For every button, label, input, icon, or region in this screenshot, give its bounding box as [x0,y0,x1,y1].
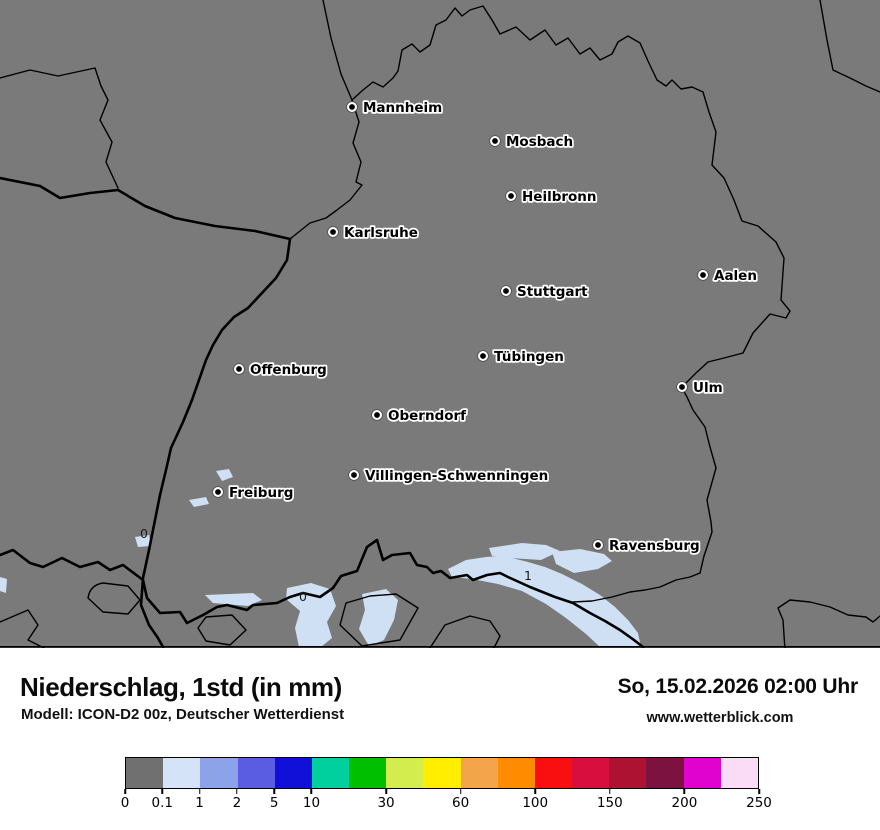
city-marker: Freiburg [212,483,295,502]
city-marker: Karlsruhe [327,223,420,243]
legend-tick-label: 60 [452,795,470,811]
city-marker: Mannheim [346,98,444,118]
city-dot [215,489,221,495]
city-markers: Mannheim Mosbach Heilbronn Karlsruhe Stuttga… [212,98,759,555]
legend-color-segment [126,758,164,788]
info-panel: Niederschlag, 1std (in mm) Modell: ICON-… [0,648,880,830]
legend-tick-mark [310,789,313,794]
city-label: Mannheim [363,100,442,116]
legend-tick-mark [198,789,201,794]
legend-color-segment [386,758,424,788]
legend-color-segment [572,758,610,788]
city-label: Heilbronn [522,189,597,205]
precipitation-patches [0,469,641,647]
city-marker: Oberndorf [371,406,468,425]
legend-color-segment [534,758,573,788]
city-label: Aalen [714,268,757,284]
legend-color-segment [349,758,387,788]
legend-tick-label: 2 [232,795,242,811]
legend-tick-mark [273,789,275,794]
city-dot [679,384,685,390]
legend-color-segment [460,758,498,788]
contour-labels: 0 0 1 [140,526,532,604]
legend-color-segment [163,758,201,788]
city-dot [700,272,706,278]
legend-tick-label: 30 [377,795,395,811]
city-label: Villingen-Schwenningen [365,468,548,484]
city-dot [480,353,486,359]
legend-tick-mark [236,789,238,794]
legend-tick-label: 0 [120,795,130,811]
legend-tick-mark [161,789,164,794]
legend-color-segment [274,758,312,788]
colorbar-ticks: 0 0.1 1 2 5 10 30 60 100 150 200 250 [121,789,772,819]
city-label: Ulm [693,380,723,396]
city-marker: Tübingen [477,347,566,366]
city-marker: Stuttgart [500,282,590,301]
map-title: Niederschlag, 1std (in mm) [20,672,342,702]
legend-tick-label: 10 [302,795,321,811]
legend-color-segment [609,758,647,788]
city-dot [236,366,242,372]
legend-tick-mark [534,789,536,794]
legend-color-segment [646,758,684,788]
city-dot [374,412,380,418]
legend-color-segment [720,758,758,788]
city-dot [503,288,509,294]
city-label: Stuttgart [517,284,588,300]
weather-map: 0 0 1 Mannheim Mosbach Heilbronn Karlsruhe Stu… [0,0,880,651]
legend-tick-label: 200 [671,795,698,811]
city-label: Oberndorf [388,408,466,424]
legend-color-segment [200,758,238,788]
legend-tick-label: 100 [522,795,549,811]
city-label: Offenburg [250,362,327,378]
website-url: www.wetterblick.com [646,710,794,726]
legend-tick-label: 150 [596,795,623,811]
city-label: Ravensburg [609,538,700,554]
city-dot [330,229,336,235]
legend-tick-mark [683,789,686,794]
contour-value-label: 0 [299,589,307,604]
city-dot [351,472,357,478]
city-label: Tübingen [494,349,564,365]
legend-color-segment [237,758,275,788]
legend-tick-label: 5 [269,795,279,811]
city-dot [349,104,355,110]
city-label: Freiburg [229,485,293,501]
legend-tick-mark [124,789,126,794]
legend-tick-label: 250 [746,795,772,811]
state-borders [0,0,880,651]
legend-tick-mark [758,789,760,794]
contour-value-label: 1 [524,568,532,583]
legend-color-segment [497,758,535,788]
legend-tick-label: 1 [195,795,204,811]
city-dot [492,138,498,144]
city-dot [595,542,601,548]
city-marker: Ulm [676,378,724,397]
legend-tick-mark [385,789,387,794]
weather-map-area: 0 0 1 Mannheim Mosbach Heilbronn Karlsruhe Stu… [0,0,880,651]
legend-tick-mark [459,789,462,794]
valid-datetime: So, 15.02.2026 02:00 Uhr [617,675,859,698]
legend-color-segment [311,758,350,788]
city-marker: Aalen [697,266,759,285]
legend-tick-mark [609,789,611,794]
city-marker: Offenburg [233,360,328,379]
city-marker: Villingen-Schwenningen [348,466,550,485]
city-marker: Mosbach [489,132,575,152]
city-dot [508,193,514,199]
city-label: Karlsruhe [344,225,418,241]
legend-tick-label: 0.1 [151,795,174,811]
contour-value-label: 0 [140,526,148,541]
map-background [0,0,880,648]
city-marker: Heilbronn [505,187,598,207]
model-subtitle: Modell: ICON-D2 00z, Deutscher Wetterdie… [21,706,345,723]
legend-color-segment [683,758,721,788]
city-label: Mosbach [506,134,573,150]
precipitation-colorbar [125,757,759,789]
national-borders [0,176,645,649]
city-marker: Ravensburg [592,536,701,555]
legend-color-segment [423,758,461,788]
